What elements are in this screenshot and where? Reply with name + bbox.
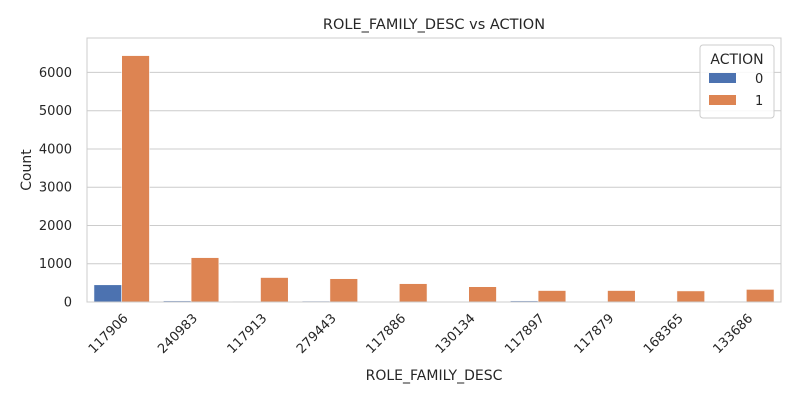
y-axis: 0 1000 2000 3000 4000 5000 6000 <box>39 66 72 311</box>
x-axis: 117906 240983 117913 279443 117886 130134 1178… <box>86 311 756 357</box>
x-tick-label: 168365 <box>641 311 687 357</box>
y-tick-label: 1000 <box>39 257 72 272</box>
bar-117906-action-1 <box>121 55 150 303</box>
x-tick-label: 117897 <box>502 311 548 357</box>
x-tick-label: 117879 <box>572 311 618 357</box>
x-tick-label: 117906 <box>86 311 132 357</box>
bar-279443-action-1 <box>329 278 358 303</box>
y-tick-label: 2000 <box>39 219 72 234</box>
legend-swatch <box>709 73 736 83</box>
y-tick-label: 6000 <box>39 66 72 81</box>
y-tick-label: 5000 <box>39 104 72 119</box>
bar-117886-action-1 <box>398 283 428 303</box>
y-axis-label: Count <box>19 149 35 191</box>
bar-117879-action-1 <box>607 290 636 303</box>
legend-title: ACTION <box>710 52 763 68</box>
y-tick-label: 0 <box>64 296 72 311</box>
x-tick-label: 240983 <box>155 311 201 357</box>
x-axis-label: ROLE_FAMILY_DESC <box>366 368 503 384</box>
y-tick-label: 3000 <box>39 181 72 196</box>
bar-168365-action-1 <box>676 290 705 303</box>
x-tick-label: 133686 <box>710 311 756 357</box>
chart-title: ROLE_FAMILY_DESC vs ACTION <box>323 17 545 33</box>
y-tick-label: 4000 <box>39 142 72 157</box>
legend-label: 1 <box>755 94 763 109</box>
bar-130134-action-1 <box>468 286 497 303</box>
x-tick-label: 279443 <box>294 311 340 357</box>
plot-frame <box>86 37 782 303</box>
bar-133686-action-1 <box>745 289 775 303</box>
bar-117913-action-1 <box>260 277 289 303</box>
legend-label: 0 <box>755 72 763 87</box>
bar-240983-action-1 <box>190 257 220 303</box>
legend-swatch <box>709 95 736 105</box>
bar-117897-action-1 <box>537 290 567 303</box>
x-tick-label: 130134 <box>433 311 479 357</box>
x-tick-label: 117913 <box>225 311 271 357</box>
x-tick-label: 117886 <box>363 311 409 357</box>
bar-117906-action-0 <box>93 284 123 303</box>
legend: ACTION 0 1 <box>699 44 775 119</box>
